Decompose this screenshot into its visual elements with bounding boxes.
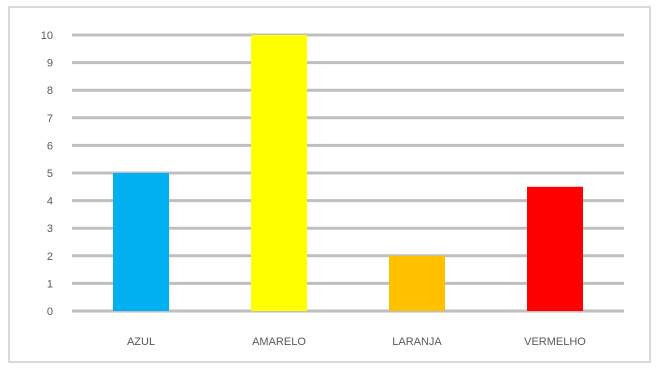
y-tick-label: 2	[47, 251, 53, 263]
bar-laranja	[389, 255, 445, 311]
x-category-label: AZUL	[127, 336, 155, 348]
y-tick-label: 9	[47, 58, 53, 70]
y-tick-label: 1	[47, 278, 53, 290]
y-tick-label: 4	[47, 196, 53, 208]
bar-vermelho	[527, 186, 583, 311]
y-tick-label: 7	[47, 113, 53, 125]
x-axis-labels: AZUL AMARELO LARANJA VERMELHO	[127, 336, 586, 348]
y-tick-label: 5	[47, 168, 53, 180]
x-category-label: LARANJA	[392, 336, 442, 348]
y-tick-label: 8	[47, 85, 53, 97]
bar-azul	[113, 173, 169, 311]
y-tick-label: 6	[47, 140, 53, 152]
x-category-label: AMARELO	[252, 336, 306, 348]
y-tick-label: 0	[47, 306, 53, 318]
y-tick-label: 3	[47, 223, 53, 235]
y-axis-ticks: 0 1 2 3 4 5 6 7 8 9 10	[41, 30, 53, 318]
x-category-label: VERMELHO	[524, 336, 586, 348]
bars	[113, 35, 583, 311]
y-tick-label: 10	[41, 30, 53, 42]
bar-amarelo	[251, 35, 307, 311]
